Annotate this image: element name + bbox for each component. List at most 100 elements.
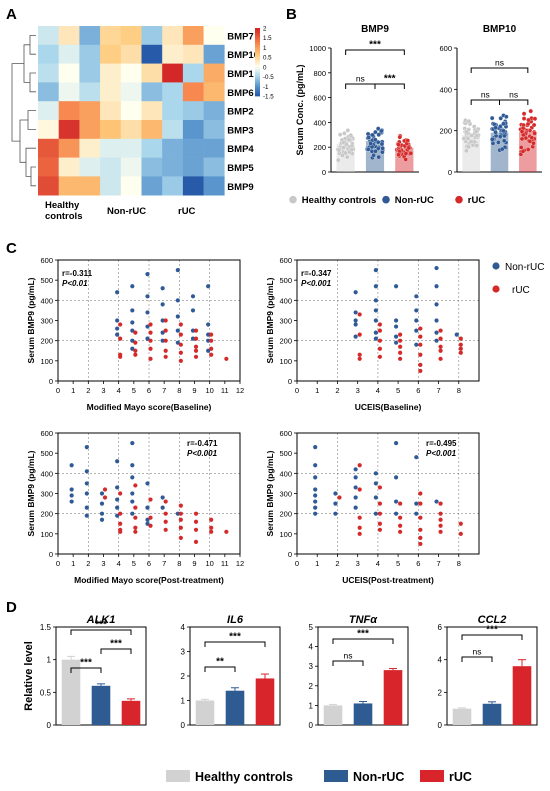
dendrogram-link <box>23 44 30 83</box>
colorbar-tick-label: 2 <box>263 26 267 33</box>
y-tick-label: 1.5 <box>40 623 52 632</box>
data-point <box>493 130 498 135</box>
data-point <box>115 290 120 295</box>
y-tick-label: 0 <box>49 550 53 559</box>
data-point <box>464 148 469 154</box>
x-tick-label: 0 <box>295 559 299 568</box>
data-point <box>418 535 423 540</box>
y-tick-label: 6 <box>438 623 443 632</box>
data-point <box>397 134 403 140</box>
bar <box>482 703 502 725</box>
x-axis-label: Modified Mayo score(Post-treatment) <box>74 575 224 585</box>
y-axis-label: Serum BMP9 (pg/mL) <box>265 277 275 363</box>
data-point <box>373 471 378 476</box>
data-point <box>458 521 463 526</box>
data-point <box>393 340 399 345</box>
data-point <box>342 131 347 136</box>
heatmap-cell <box>203 120 225 140</box>
data-point <box>344 142 349 147</box>
panel-label-a: A <box>6 6 17 23</box>
colorbar-segment <box>255 87 260 90</box>
data-point <box>357 356 362 361</box>
heatmap-row-label: BMP3 <box>227 125 253 136</box>
y-tick-label: 2 <box>181 672 186 681</box>
data-point <box>115 485 120 490</box>
y-tick-label: 400 <box>40 296 53 305</box>
data-point <box>193 348 199 353</box>
bar <box>121 700 141 725</box>
colorbar-tick-label: -1 <box>263 84 269 91</box>
y-tick-label: 400 <box>279 296 292 305</box>
y-tick-label: 500 <box>40 276 53 285</box>
significance-bracket <box>470 67 529 73</box>
data-point <box>398 523 403 528</box>
data-point <box>469 133 475 138</box>
data-point <box>175 314 180 319</box>
data-point <box>438 328 443 333</box>
data-point <box>178 322 183 327</box>
data-point <box>396 142 401 147</box>
data-point <box>377 527 383 532</box>
correlation-r: r=-0.347 <box>301 269 332 278</box>
data-point <box>145 481 150 486</box>
panel-label-c: C <box>6 240 17 257</box>
legend-label: rUC <box>468 195 486 206</box>
data-point <box>357 515 362 520</box>
x-tick-label: 10 <box>205 559 213 568</box>
data-point <box>373 481 378 486</box>
data-point <box>373 495 378 500</box>
y-axis-label: Serum BMP9 (pg/mL) <box>26 450 36 536</box>
significance-label: *** <box>369 40 381 51</box>
colorbar-tick-label: -0.5 <box>263 74 274 81</box>
heatmap-cell <box>38 63 59 83</box>
heatmap-cell <box>182 82 204 102</box>
data-point <box>193 527 199 532</box>
data-point <box>408 151 414 156</box>
data-point <box>130 511 135 516</box>
data-point <box>377 322 383 327</box>
colorbar-segment <box>255 70 260 73</box>
data-point <box>148 523 153 528</box>
x-tick-label: 1 <box>71 559 75 568</box>
data-point <box>377 328 383 333</box>
heatmap-cell <box>38 101 59 121</box>
y-tick-label: 4 <box>438 656 443 665</box>
heatmap-cell <box>203 63 225 83</box>
heatmap-cell <box>79 157 101 177</box>
heatmap-cell <box>38 120 59 140</box>
data-point <box>209 352 214 357</box>
data-point <box>377 511 383 516</box>
x-axis-label: UCEIS(Post-treatment) <box>342 575 434 585</box>
colorbar-segment <box>255 38 260 41</box>
legend-label: Non-rUC <box>505 262 544 273</box>
y-tick-label: 600 <box>313 94 326 103</box>
data-point <box>115 497 120 502</box>
y-tick-label: 0 <box>322 168 326 177</box>
legend-label: Healthy controls <box>195 770 293 784</box>
data-point <box>380 146 385 151</box>
data-point <box>175 298 180 303</box>
data-point <box>377 485 383 490</box>
x-tick-label: 11 <box>221 559 229 568</box>
data-point <box>206 332 211 337</box>
data-point <box>365 147 371 152</box>
heatmap-cell <box>38 157 59 177</box>
heatmap-cell <box>120 63 142 83</box>
data-point <box>341 145 346 150</box>
data-point <box>133 515 138 520</box>
data-point <box>377 521 383 526</box>
correlation-p: P<0.001 <box>426 449 457 458</box>
data-point <box>163 499 168 504</box>
data-point <box>190 328 196 333</box>
scatter-mayo-post: 0 1 2 3 4 5 6 7 8 9 10 11 120100200300400500600r=-0.… <box>26 429 244 585</box>
data-point <box>473 129 479 134</box>
colorbar-segment <box>255 34 260 37</box>
significance-label: *** <box>486 625 498 636</box>
data-point <box>393 284 399 289</box>
heatmap-cell <box>120 101 142 121</box>
data-point <box>368 141 373 146</box>
x-tick-label: 4 <box>376 559 380 568</box>
y-tick-label: 1 <box>309 701 314 710</box>
data-point <box>336 147 342 153</box>
bar <box>512 666 532 725</box>
